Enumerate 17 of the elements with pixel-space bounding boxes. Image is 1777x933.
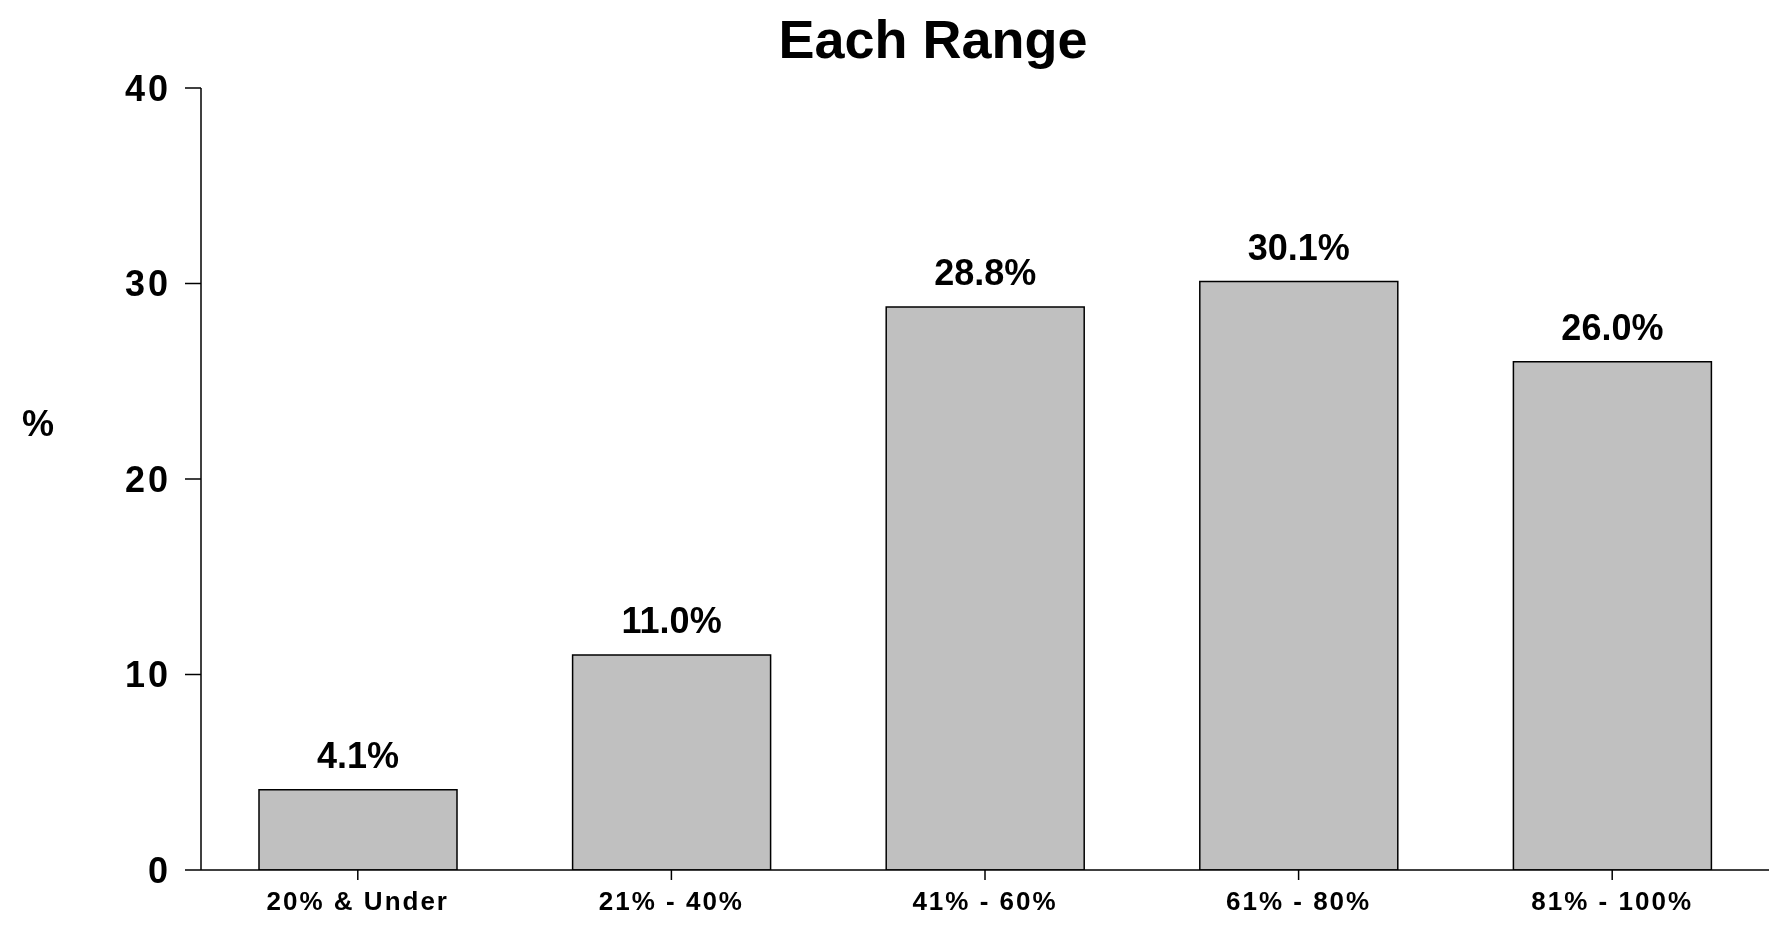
data-label: 11.0% bbox=[621, 599, 722, 641]
chart-title: Each Range bbox=[777, 8, 1089, 70]
x-tick-label: 41% - 60% bbox=[912, 886, 1058, 917]
x-tick-label: 20% & Under bbox=[266, 886, 449, 917]
data-label: 4.1% bbox=[316, 734, 400, 776]
y-tick-label: 10 bbox=[124, 654, 171, 696]
x-tick-label: 61% - 80% bbox=[1226, 886, 1372, 917]
y-tick-label: 20 bbox=[124, 458, 171, 500]
y-tick-label: 40 bbox=[124, 67, 171, 109]
x-tick-label: 21% - 40% bbox=[598, 886, 744, 917]
x-tick-label: 81% - 100% bbox=[1531, 886, 1694, 917]
data-label: 28.8% bbox=[934, 251, 1037, 293]
y-tick-label: 30 bbox=[124, 263, 171, 305]
y-tick-label: 0 bbox=[147, 849, 171, 891]
y-axis-title: % bbox=[22, 403, 55, 445]
data-label: 26.0% bbox=[1561, 306, 1664, 348]
data-label: 30.1% bbox=[1247, 226, 1350, 268]
